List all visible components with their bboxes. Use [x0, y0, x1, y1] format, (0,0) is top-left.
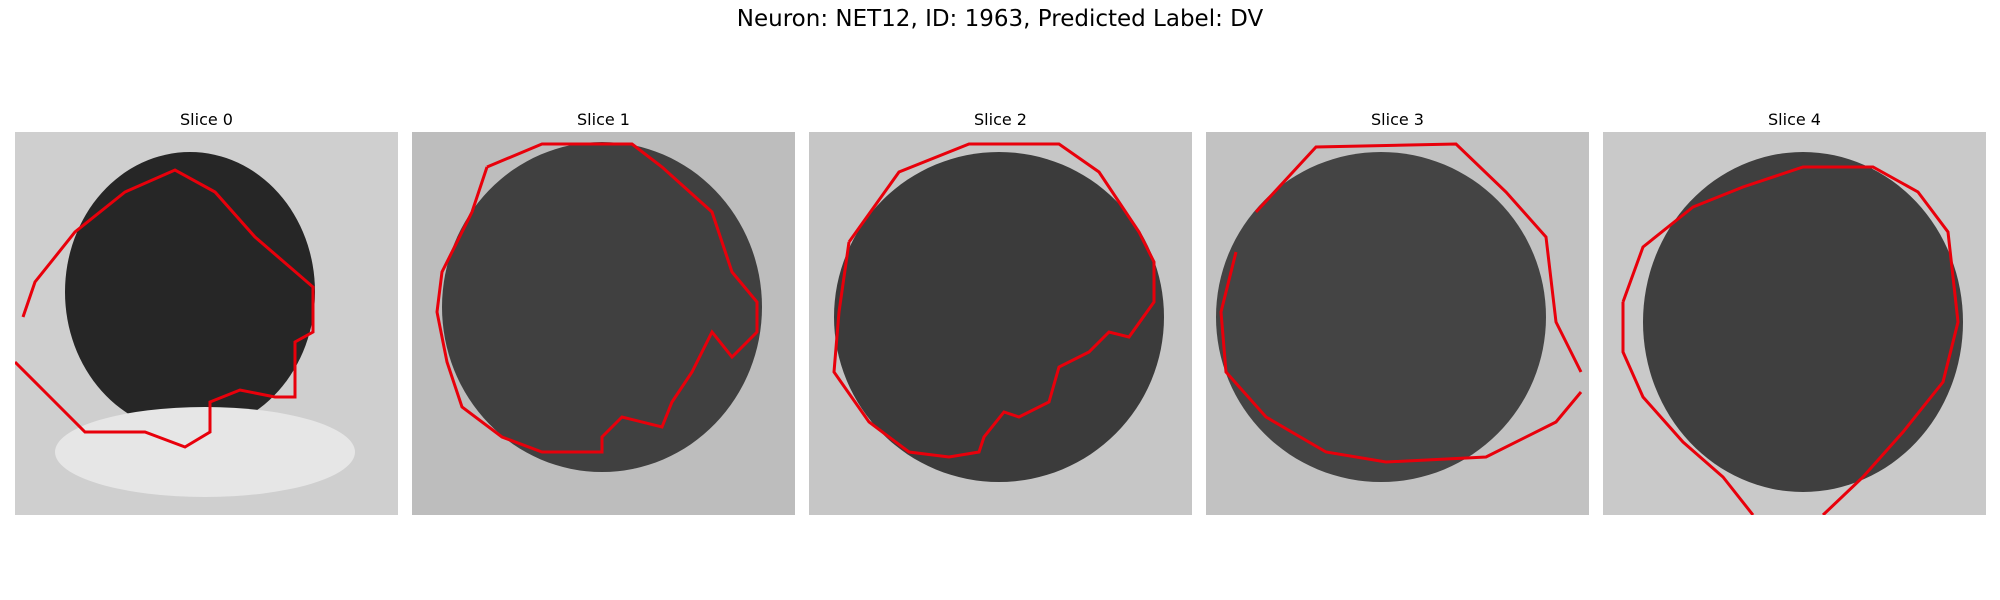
slice-panel-3: Slice 3: [1206, 108, 1589, 515]
slice-title: Slice 4: [1768, 110, 1821, 129]
slice-title: Slice 3: [1371, 110, 1424, 129]
slice-image: [412, 132, 795, 515]
cell-contour: [435, 142, 759, 454]
slice-title: Slice 0: [180, 110, 233, 129]
slice-panel-0: Slice 0: [15, 108, 398, 515]
slice-image: [15, 132, 398, 515]
slice-image: [1206, 132, 1589, 515]
cell-body: [442, 142, 762, 472]
figure-title: Neuron: NET12, ID: 1963, Predicted Label…: [736, 6, 1264, 32]
cell-body: [65, 152, 315, 432]
cell-contour: [1621, 302, 1755, 515]
slice-panel-1: Slice 1: [412, 108, 795, 515]
cell-body: [834, 152, 1164, 482]
cell-contour: [1621, 165, 1960, 515]
cell-contour: [15, 168, 315, 449]
slice-image: [1603, 132, 1986, 515]
cell-halo: [55, 407, 355, 497]
cell-contour: [832, 142, 1156, 459]
cell-body: [1643, 152, 1963, 492]
cell-contour: [1254, 142, 1583, 373]
slice-panel-4: Slice 4: [1603, 108, 1986, 515]
cell-contour: [1219, 251, 1583, 464]
slice-title: Slice 1: [577, 110, 630, 129]
slice-image: [809, 132, 1192, 515]
cell-body: [1216, 152, 1546, 482]
slice-panel-2: Slice 2: [809, 108, 1192, 515]
slice-title: Slice 2: [974, 110, 1027, 129]
